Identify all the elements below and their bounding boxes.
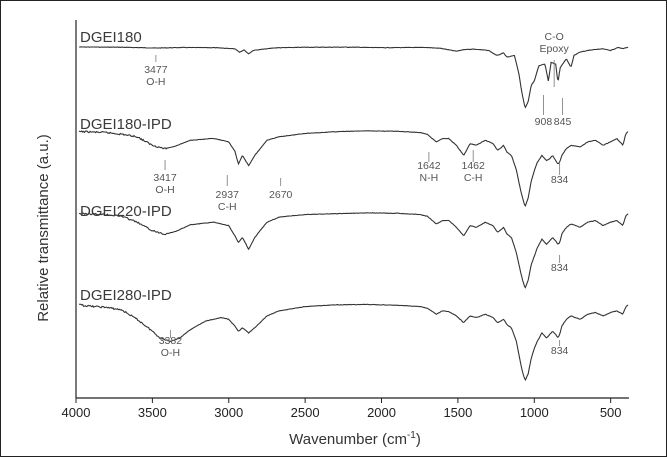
annotation-label: 845 xyxy=(554,116,572,128)
annotation-label: 1642 xyxy=(417,160,441,172)
annotation-label: O-H xyxy=(146,76,165,88)
x-axis-label-main: Wavenumber (cm xyxy=(289,431,407,448)
annotation-label: 3477 xyxy=(144,64,168,76)
series-label-3: DGEI280-IPD xyxy=(80,287,172,304)
annotation-label: 3417 xyxy=(153,172,177,184)
annotation-label: 2670 xyxy=(269,189,293,201)
series-label-0: DGEI180 xyxy=(80,29,142,46)
x-tick-label: 2000 xyxy=(367,405,396,420)
annotation-label: 3382 xyxy=(159,335,183,347)
x-axis-label: Wavenumber (cm-1) xyxy=(289,430,421,448)
annotation-label: Epoxy xyxy=(540,43,570,55)
x-axis-label-sup: -1 xyxy=(407,430,416,441)
series-line-3 xyxy=(79,303,629,382)
annotation-label: 834 xyxy=(551,174,569,186)
series-line-2 xyxy=(78,212,629,289)
annotation-label: O-H xyxy=(155,184,174,196)
x-tick-label: 500 xyxy=(600,405,622,420)
annotation-label: 834 xyxy=(551,345,569,357)
series-label-2: DGEI220-IPD xyxy=(80,203,172,220)
annotation-label: 2937 xyxy=(216,189,240,201)
x-tick-label: 1000 xyxy=(520,405,549,420)
series-layer: DGEI180 DGEI180-IPD DGEI220-IPD DGEI280-IPD xyxy=(78,29,629,382)
annotation-label: C-H xyxy=(464,172,483,184)
x-tick-label: 1500 xyxy=(443,405,472,420)
annotation-label: 834 xyxy=(551,262,569,274)
x-tick-label: 3000 xyxy=(214,405,243,420)
y-axis-label: Relative transmittance (a.u.) xyxy=(35,134,52,322)
x-axis-label-close: ) xyxy=(416,431,421,448)
x-tick-label: 2500 xyxy=(291,405,320,420)
annotation-label: C-H xyxy=(218,201,237,213)
x-tick-label: 3500 xyxy=(138,405,167,420)
x-ticks: 4000 3500 3000 2500 2000 1500 1000 500 xyxy=(62,398,622,420)
annotation-label: N-H xyxy=(420,172,439,184)
annotation-label: C-O xyxy=(545,31,564,43)
series-line-1 xyxy=(78,130,629,207)
annotation-label: O-H xyxy=(161,347,180,359)
annotation-label: 1462 xyxy=(462,160,486,172)
series-label-1: DGEI180-IPD xyxy=(80,116,172,133)
x-tick-label: 4000 xyxy=(62,405,91,420)
series-line-0 xyxy=(79,46,629,109)
annotation-label: 908 xyxy=(535,116,553,128)
